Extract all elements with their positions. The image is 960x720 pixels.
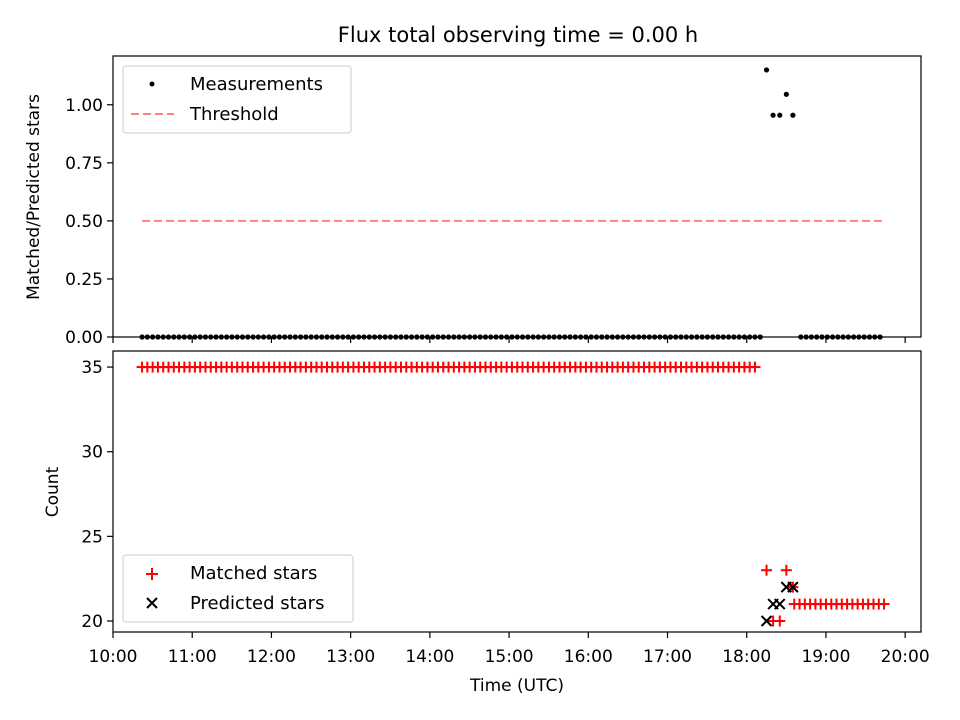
ytick-label: 0.25	[65, 270, 103, 290]
matched-stars-point	[878, 598, 890, 610]
count-panel: 20 25 30 35 10:00 11:00 12:00 13:00 14:00 15:00 16…	[43, 350, 930, 696]
predicted-stars-point	[774, 598, 786, 610]
ratio-panel-legend-box	[122, 65, 352, 134]
measurement-point	[777, 112, 783, 118]
matched-stars-point	[749, 361, 761, 373]
xtick-label: 19:00	[801, 647, 850, 667]
xtick-label: 12:00	[247, 647, 296, 667]
xtick-label: 14:00	[405, 647, 454, 667]
ratio-panel-legend: Measurements Threshold	[122, 65, 352, 134]
ytick-label: 30	[81, 443, 103, 463]
count-panel-ylabel: Count	[43, 466, 63, 517]
xtick-label: 20:00	[881, 647, 930, 667]
ytick-label: 0.00	[65, 328, 103, 348]
matched-stars-point	[761, 564, 773, 576]
xtick-label: 15:00	[485, 647, 534, 667]
ytick-label: 0.50	[65, 212, 103, 232]
measurement-point	[770, 112, 776, 118]
xtick-label: 18:00	[722, 647, 771, 667]
figure-title: Flux total observing time = 0.00 h	[338, 23, 698, 47]
count-panel-legend-box	[122, 554, 354, 623]
count-panel-legend: Matched stars Predicted stars	[122, 554, 354, 623]
ratio-panel-frame	[112, 55, 922, 338]
legend-measurements-marker	[149, 81, 155, 87]
legend-threshold-label: Threshold	[189, 104, 279, 125]
ratio-panel-ylabel: Matched/Predicted stars	[24, 94, 44, 300]
measurement-point	[763, 67, 770, 73]
ratio-panel-ticks: 0.00 0.25 0.50 0.75 1.00	[65, 96, 906, 348]
matched-stars-point	[774, 615, 786, 627]
ytick-label: 1.00	[65, 96, 103, 116]
predicted-stars-point	[760, 615, 773, 627]
measurement-point	[790, 112, 796, 118]
legend-matched-label: Matched stars	[190, 563, 317, 584]
xtick-label: 13:00	[326, 647, 375, 667]
xtick-label: 10:00	[89, 647, 138, 667]
count-panel-marks	[136, 361, 890, 627]
xtick-label: 17:00	[643, 647, 692, 667]
xtick-label: 11:00	[168, 647, 217, 667]
ratio-panel: 0.00 0.25 0.50 0.75 1.00 Matched/Predicted s…	[24, 55, 922, 348]
count-panel-xlabel: Time (UTC)	[469, 676, 564, 696]
legend-predicted-label: Predicted stars	[190, 593, 324, 614]
ytick-label: 25	[81, 527, 103, 547]
matched-stars-point	[780, 564, 792, 576]
xtick-label: 16:00	[564, 647, 613, 667]
legend-measurements-label: Measurements	[190, 74, 323, 95]
count-panel-frame	[112, 350, 922, 633]
ytick-label: 0.75	[65, 154, 103, 174]
measurement-point	[783, 91, 789, 97]
count-panel-ticks: 20 25 30 35 10:00 11:00 12:00 13:00 14:00 15:00 16…	[81, 358, 929, 667]
legend-matched-marker	[146, 568, 158, 580]
ytick-label: 35	[81, 358, 103, 378]
predicted-stars-point	[787, 581, 799, 593]
legend-predicted-marker	[146, 597, 158, 609]
ytick-label: 20	[81, 612, 103, 632]
